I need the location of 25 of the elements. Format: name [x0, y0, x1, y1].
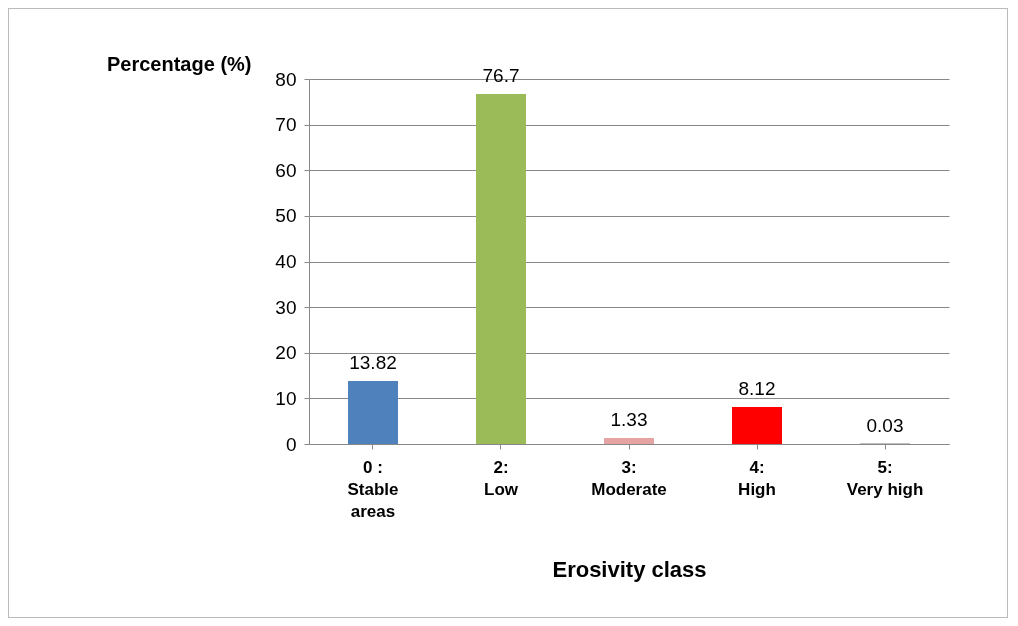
data-label: 1.33 [610, 408, 648, 430]
x-tick-label: 3: Moderate [591, 457, 667, 499]
x-tick-label: 5: Very high [846, 457, 924, 499]
y-tick-label: 60 [275, 159, 297, 181]
data-label: 76.7 [482, 65, 520, 87]
x-tick-label: 0 : Stable areas [347, 457, 399, 521]
bar [348, 380, 398, 444]
y-tick-label: 20 [275, 342, 297, 364]
y-tick-label: 40 [275, 251, 297, 272]
y-tick-label: 30 [275, 296, 297, 318]
y-tick-label: 80 [275, 68, 297, 90]
data-label: 0.03 [866, 414, 904, 436]
bar [604, 437, 654, 444]
bar [732, 406, 782, 444]
data-label: 13.82 [349, 351, 397, 373]
y-tick-label: 0 [285, 433, 297, 455]
x-tick-label: 2: Low [484, 457, 519, 499]
data-label: 8.12 [738, 377, 776, 399]
y-tick-label: 10 [275, 387, 297, 409]
y-axis-title: Percentage (%) [107, 52, 252, 75]
x-axis-title: Erosivity class [552, 556, 707, 582]
y-tick-label: 50 [275, 205, 297, 227]
y-tick-label: 70 [275, 114, 297, 136]
x-tick-label: 4: High [738, 457, 776, 499]
bar [476, 94, 526, 444]
